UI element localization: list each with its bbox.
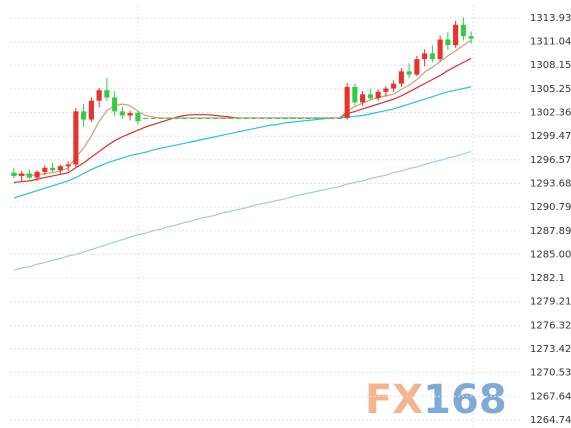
candle-body [243, 117, 249, 119]
candle-body [336, 117, 342, 119]
candle-body [259, 117, 265, 119]
candle-body [445, 39, 451, 46]
candle-body [453, 24, 459, 46]
watermark-suffix: 168 [423, 377, 507, 423]
candle-body [251, 117, 257, 119]
candle-body [375, 91, 381, 99]
candle-body [360, 94, 366, 103]
candle-body [468, 36, 474, 39]
candle-body [158, 117, 164, 119]
candle-body [298, 117, 304, 119]
candle-body [189, 117, 195, 119]
candle-body [174, 117, 180, 119]
y-tick-label: 1264.74 [530, 415, 571, 426]
candle-body [212, 117, 218, 119]
candle-body [119, 111, 125, 116]
candle-body [236, 117, 242, 119]
candle-body [228, 117, 234, 119]
y-tick-label: 1296.57 [530, 155, 571, 166]
watermark-prefix: FX [365, 377, 423, 423]
candle-body [57, 166, 63, 171]
y-tick-label: 1270.53 [530, 368, 571, 379]
candle-body [437, 39, 443, 60]
y-tick-label: 1311.04 [530, 37, 571, 48]
candle-body [11, 172, 17, 176]
y-tick-label: 1267.64 [530, 391, 571, 402]
candle-body [34, 171, 40, 178]
y-tick-label: 1282.1 [530, 273, 565, 284]
y-tick-label: 1305.25 [530, 84, 571, 95]
candle-body [321, 117, 327, 119]
candle-body [19, 173, 25, 176]
ma-line [13, 150, 472, 271]
y-tick-label: 1290.79 [530, 202, 571, 213]
candle-body [26, 173, 32, 178]
candle-body [65, 164, 71, 167]
candle-body [205, 117, 211, 119]
candle-body [88, 100, 94, 120]
candle-body [344, 86, 350, 118]
candle-body [267, 117, 273, 119]
candle-body [42, 167, 48, 172]
candle-body [73, 111, 79, 165]
candle-body [112, 97, 118, 112]
candle-body [406, 71, 412, 75]
candle-body [181, 117, 187, 119]
y-tick-label: 1279.21 [530, 297, 571, 308]
candle-body [429, 53, 435, 60]
candle-body [50, 167, 56, 171]
y-tick-label: 1285.00 [530, 249, 571, 260]
watermark: FX168 [365, 377, 507, 423]
candle-body [96, 90, 102, 101]
candle-body [329, 117, 335, 119]
candle-body [352, 86, 358, 103]
candle-body [220, 117, 226, 119]
candle-body [274, 117, 280, 119]
candle-body [197, 117, 203, 119]
y-tick-label: 1276.32 [530, 320, 571, 331]
candle-body [290, 117, 296, 119]
y-tick-label: 1313.93 [530, 13, 571, 24]
candle-body [104, 90, 110, 98]
candle-body [383, 88, 389, 92]
candle-body [391, 83, 397, 89]
candle-body [367, 94, 373, 99]
candle-body [313, 117, 319, 119]
candle-body [135, 113, 141, 122]
ma-line [13, 39, 472, 176]
candle-body [398, 71, 404, 84]
ma-line [13, 86, 472, 199]
y-tick-label: 1302.36 [530, 108, 571, 119]
candle-body [282, 117, 288, 119]
y-tick-label: 1293.68 [530, 178, 571, 189]
candle-body [460, 24, 466, 37]
candle-body [305, 117, 311, 119]
candle-body [143, 117, 149, 119]
y-tick-label: 1287.89 [530, 226, 571, 237]
candle-body [127, 113, 133, 116]
candle-body [150, 117, 156, 119]
y-tick-label: 1308.15 [530, 60, 571, 71]
candle-body [422, 53, 428, 60]
candle-body [166, 117, 172, 119]
y-tick-label: 1299.47 [530, 131, 571, 142]
y-tick-label: 1273.42 [530, 344, 571, 355]
candle-body [414, 59, 420, 75]
candle-body [81, 111, 87, 120]
